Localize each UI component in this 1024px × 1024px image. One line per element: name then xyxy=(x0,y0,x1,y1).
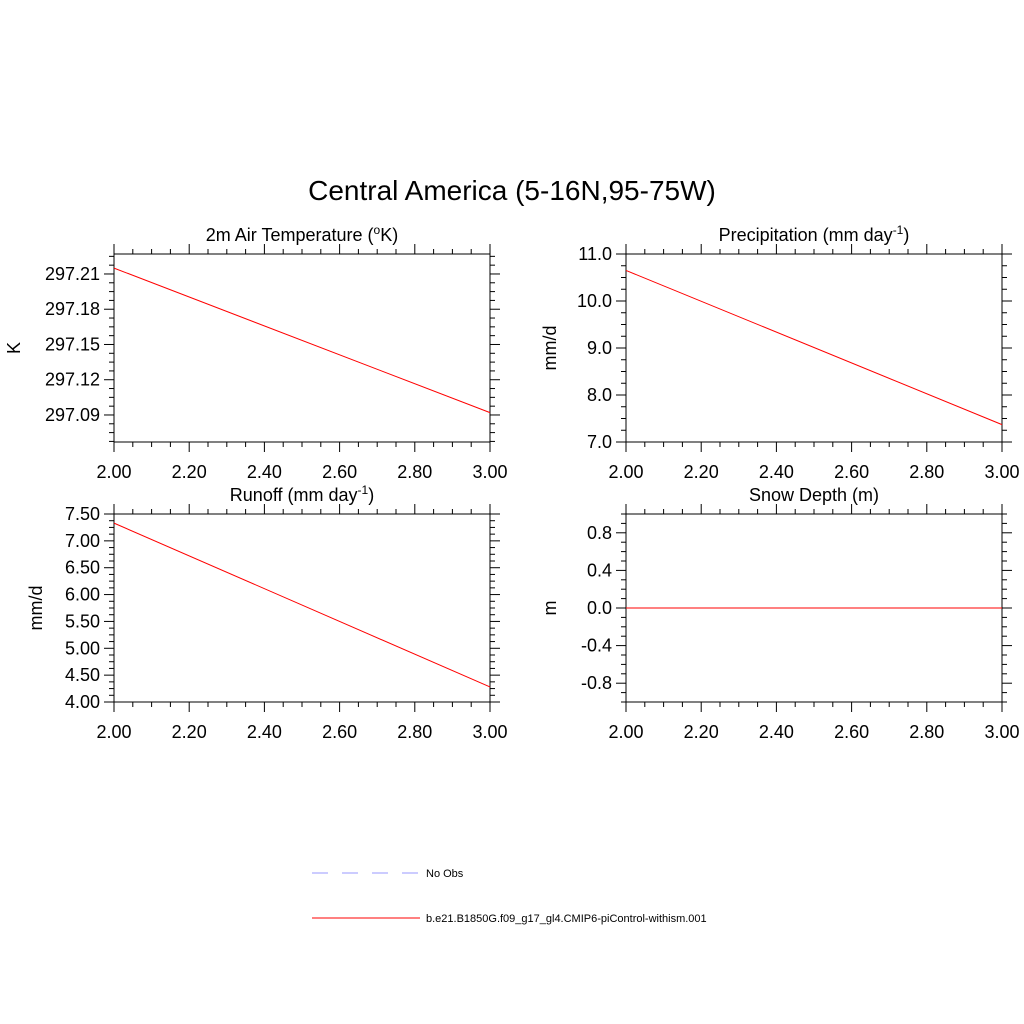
temp-series-line xyxy=(113,267,491,414)
temp-panel: 2m Air Temperature (oK) 2.00 2.20 2.40 2.60 2… xyxy=(4,223,508,482)
precip-panel: Precipitation (mm day-1) 2.00 2.20 2.40 2.60… xyxy=(540,223,1020,482)
runoff-plot-frame xyxy=(113,513,491,703)
x-tick-label: 2.00 xyxy=(608,722,643,742)
panel-title-suffix: ) xyxy=(903,225,909,245)
panel-title-suffix: ) xyxy=(368,485,374,505)
x-tick-label: 2.80 xyxy=(909,722,944,742)
panel-title-text: 2m Air Temperature ( xyxy=(206,225,374,245)
y-tick-label: 7.0 xyxy=(587,432,612,452)
x-tick-label: 2.60 xyxy=(322,722,357,742)
temp-y-axis-label: K xyxy=(4,342,24,354)
x-tick-label: 2.80 xyxy=(909,462,944,482)
y-tick-label: -0.4 xyxy=(581,636,612,656)
x-tick-label: 2.20 xyxy=(172,722,207,742)
y-tick-label: 297.21 xyxy=(45,264,100,284)
precip-y-axis-label: mm/d xyxy=(540,326,560,371)
x-tick-label: 2.60 xyxy=(834,462,869,482)
y-tick-label: 297.18 xyxy=(45,299,100,319)
x-tick-label: 3.00 xyxy=(472,722,507,742)
temp-plot-frame xyxy=(113,253,491,443)
runoff-panel: Runoff (mm day-1) 2.00 2.20 2.40 2.60 2.80 3.0… xyxy=(26,483,508,742)
runoff-series-line xyxy=(113,522,491,688)
y-tick-label: 10.0 xyxy=(577,291,612,311)
x-tick-label: 2.40 xyxy=(759,462,794,482)
panel-title-suffix: K) xyxy=(380,225,398,245)
panel-title-superscript: -1 xyxy=(893,223,904,237)
y-tick-label: 297.12 xyxy=(45,370,100,390)
x-tick-label: 2.00 xyxy=(608,462,643,482)
y-tick-label: 7.50 xyxy=(65,504,100,524)
legend-label: b.e21.B1850G.f09_g17_gl4.CMIP6-piControl… xyxy=(426,913,707,925)
runoff-panel-title: Runoff (mm day-1) xyxy=(230,483,374,505)
x-tick-label: 2.20 xyxy=(684,462,719,482)
y-tick-label: 7.00 xyxy=(65,531,100,551)
x-tick-label: 2.00 xyxy=(96,462,131,482)
x-tick-label: 2.00 xyxy=(96,722,131,742)
panel-title-text: Snow Depth (m) xyxy=(749,485,879,505)
y-tick-label: 4.50 xyxy=(65,665,100,685)
figure-title: Central America (5-16N,95-75W) xyxy=(308,175,716,206)
x-tick-label: 2.60 xyxy=(322,462,357,482)
legend: No Obs b.e21.B1850G.f09_g17_gl4.CMIP6-piC… xyxy=(312,868,707,925)
x-tick-label: 3.00 xyxy=(984,722,1019,742)
y-tick-label: 5.50 xyxy=(65,611,100,631)
x-tick-label: 3.00 xyxy=(472,462,507,482)
panels: 2m Air Temperature (oK)2.00 2.20 2.40 2.60 2… xyxy=(4,223,1020,742)
x-tick-label: 2.40 xyxy=(247,722,282,742)
x-tick-label: 2.40 xyxy=(247,462,282,482)
snow-panel-title: Snow Depth (m) xyxy=(749,485,879,505)
y-tick-label: 6.00 xyxy=(65,585,100,605)
x-tick-label: 2.60 xyxy=(834,722,869,742)
x-tick-label: 2.20 xyxy=(172,462,207,482)
y-tick-label: -0.8 xyxy=(581,673,612,693)
x-tick-label: 2.80 xyxy=(397,462,432,482)
y-tick-label: 0.8 xyxy=(587,523,612,543)
precip-panel-title: Precipitation (mm day-1) xyxy=(719,223,910,245)
legend-label: No Obs xyxy=(426,868,464,880)
snow-panel: Snow Depth (m) 2.00 2.20 2.40 2.60 2.80 3.00 -0… xyxy=(540,485,1020,742)
x-tick-label: 3.00 xyxy=(984,462,1019,482)
panel-title-text: Runoff (mm day xyxy=(230,485,358,505)
y-tick-label: 297.09 xyxy=(45,405,100,425)
y-tick-label: 9.0 xyxy=(587,338,612,358)
x-tick-label: 2.80 xyxy=(397,722,432,742)
y-tick-label: 11.0 xyxy=(578,244,612,264)
runoff-y-axis-label: mm/d xyxy=(26,586,46,631)
y-tick-label: 297.15 xyxy=(45,334,100,354)
y-tick-label: 8.0 xyxy=(587,385,612,405)
panel-title-superscript: -1 xyxy=(358,483,369,497)
y-tick-label: 0.0 xyxy=(587,598,612,618)
y-tick-label: 6.50 xyxy=(65,558,100,578)
temp-panel-title: 2m Air Temperature (oK) xyxy=(206,223,398,245)
x-tick-label: 2.40 xyxy=(759,722,794,742)
precip-series-line xyxy=(625,269,1003,426)
x-tick-label: 2.20 xyxy=(684,722,719,742)
y-tick-label: 0.4 xyxy=(587,560,612,580)
panel-title-superscript: o xyxy=(374,223,381,237)
panel-title-text: Precipitation (mm day xyxy=(719,225,893,245)
y-tick-label: 4.00 xyxy=(65,692,100,712)
snow-y-axis-label: m xyxy=(540,601,560,616)
y-tick-label: 5.00 xyxy=(65,638,100,658)
